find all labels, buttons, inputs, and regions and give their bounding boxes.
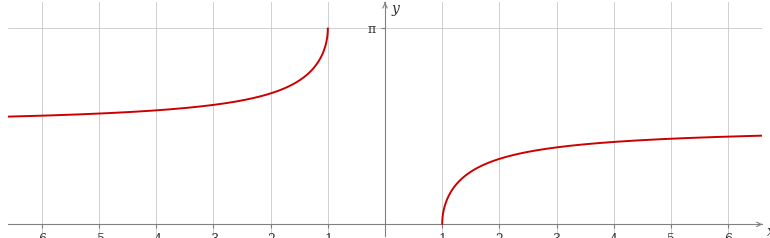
Text: y: y [392,2,400,16]
Text: x: x [767,225,770,238]
